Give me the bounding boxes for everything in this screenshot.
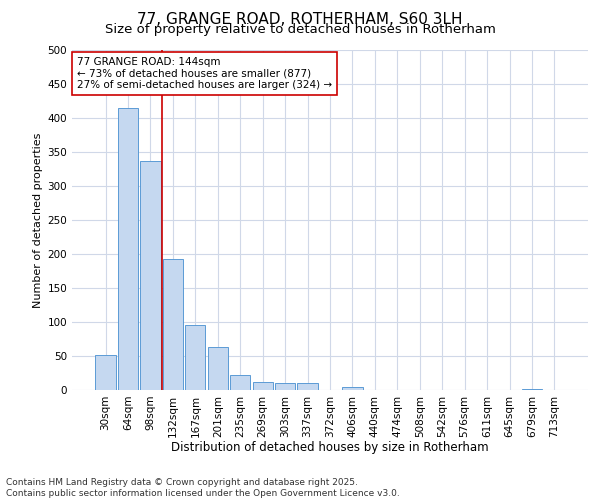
Bar	[118, 108, 138, 390]
Bar	[95, 354, 116, 390]
Bar	[298, 383, 317, 390]
Text: 77, GRANGE ROAD, ROTHERHAM, S60 3LH: 77, GRANGE ROAD, ROTHERHAM, S60 3LH	[137, 12, 463, 28]
Text: Size of property relative to detached houses in Rotherham: Size of property relative to detached ho…	[104, 22, 496, 36]
Bar	[275, 383, 295, 390]
Bar	[343, 386, 362, 390]
Text: 77 GRANGE ROAD: 144sqm
← 73% of detached houses are smaller (877)
27% of semi-de: 77 GRANGE ROAD: 144sqm ← 73% of detached…	[77, 57, 332, 90]
Bar	[163, 259, 183, 390]
Bar	[253, 382, 273, 390]
Bar	[185, 324, 205, 390]
Bar	[140, 161, 161, 390]
Bar	[522, 388, 542, 390]
Y-axis label: Number of detached properties: Number of detached properties	[33, 132, 43, 308]
Bar	[230, 375, 250, 390]
X-axis label: Distribution of detached houses by size in Rotherham: Distribution of detached houses by size …	[171, 441, 489, 454]
Text: Contains HM Land Registry data © Crown copyright and database right 2025.
Contai: Contains HM Land Registry data © Crown c…	[6, 478, 400, 498]
Bar	[208, 347, 228, 390]
